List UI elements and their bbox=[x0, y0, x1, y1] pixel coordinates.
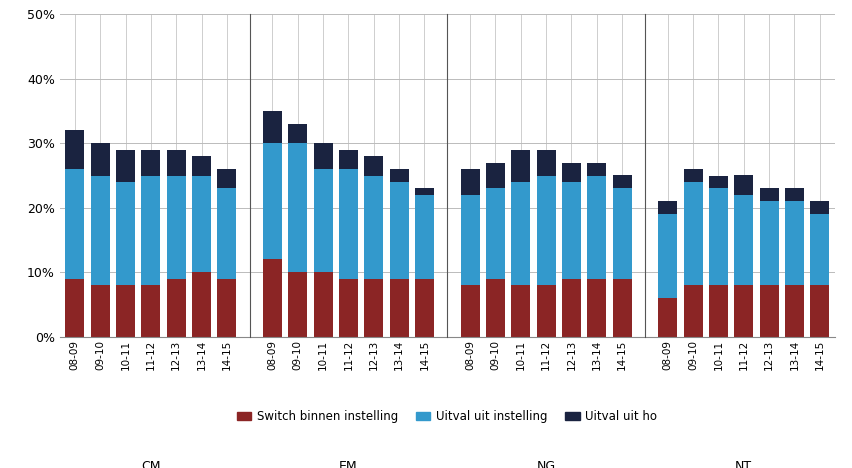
Bar bbox=[217, 279, 236, 337]
Text: NG: NG bbox=[537, 460, 556, 468]
Bar bbox=[167, 279, 186, 337]
Bar bbox=[587, 176, 607, 279]
Bar bbox=[810, 214, 829, 285]
Bar bbox=[486, 189, 505, 279]
Legend: Switch binnen instelling, Uitval uit instelling, Uitval uit ho: Switch binnen instelling, Uitval uit ins… bbox=[233, 405, 662, 428]
Bar bbox=[486, 279, 505, 337]
Bar bbox=[537, 150, 556, 176]
Bar bbox=[760, 201, 779, 285]
Bar bbox=[511, 285, 530, 337]
Bar bbox=[461, 285, 480, 337]
Bar bbox=[314, 143, 332, 169]
Bar bbox=[116, 182, 135, 285]
Bar bbox=[141, 285, 160, 337]
Bar bbox=[562, 279, 581, 337]
Bar bbox=[734, 285, 753, 337]
Bar bbox=[537, 285, 556, 337]
Bar bbox=[785, 285, 804, 337]
Bar bbox=[141, 176, 160, 285]
Bar bbox=[66, 169, 84, 279]
Bar bbox=[90, 285, 110, 337]
Bar bbox=[683, 169, 703, 182]
Bar bbox=[486, 162, 505, 189]
Text: NT: NT bbox=[735, 460, 752, 468]
Bar bbox=[263, 143, 282, 259]
Bar bbox=[365, 279, 383, 337]
Bar bbox=[365, 156, 383, 176]
Bar bbox=[461, 195, 480, 285]
Bar bbox=[314, 169, 332, 272]
Bar bbox=[90, 176, 110, 285]
Bar bbox=[263, 111, 282, 143]
Bar bbox=[389, 182, 409, 279]
Bar bbox=[709, 176, 728, 189]
Bar bbox=[760, 285, 779, 337]
Bar bbox=[587, 162, 607, 176]
Bar bbox=[141, 150, 160, 176]
Bar bbox=[810, 201, 829, 214]
Bar bbox=[415, 195, 434, 279]
Bar bbox=[537, 176, 556, 285]
Bar bbox=[659, 298, 677, 337]
Bar bbox=[90, 143, 110, 176]
Bar bbox=[734, 195, 753, 285]
Bar bbox=[415, 279, 434, 337]
Bar bbox=[192, 176, 211, 272]
Bar bbox=[659, 214, 677, 298]
Bar bbox=[613, 279, 631, 337]
Bar bbox=[339, 279, 358, 337]
Text: EM: EM bbox=[339, 460, 358, 468]
Bar bbox=[192, 272, 211, 337]
Bar bbox=[217, 189, 236, 279]
Bar bbox=[167, 176, 186, 279]
Bar bbox=[389, 169, 409, 182]
Bar bbox=[415, 189, 434, 195]
Bar bbox=[683, 182, 703, 285]
Bar bbox=[810, 285, 829, 337]
Bar bbox=[659, 201, 677, 214]
Bar bbox=[167, 150, 186, 176]
Bar bbox=[785, 201, 804, 285]
Bar bbox=[288, 124, 308, 143]
Bar bbox=[339, 169, 358, 279]
Bar bbox=[734, 176, 753, 195]
Bar bbox=[760, 189, 779, 201]
Bar bbox=[263, 259, 282, 337]
Bar bbox=[785, 189, 804, 201]
Bar bbox=[192, 156, 211, 176]
Bar bbox=[66, 279, 84, 337]
Bar bbox=[709, 189, 728, 285]
Bar bbox=[365, 176, 383, 279]
Bar bbox=[562, 162, 581, 182]
Bar bbox=[613, 176, 631, 189]
Bar bbox=[587, 279, 607, 337]
Bar bbox=[314, 272, 332, 337]
Bar bbox=[116, 150, 135, 182]
Bar bbox=[288, 143, 308, 272]
Bar bbox=[709, 285, 728, 337]
Bar bbox=[217, 169, 236, 189]
Bar bbox=[511, 182, 530, 285]
Bar bbox=[389, 279, 409, 337]
Bar bbox=[562, 182, 581, 279]
Bar bbox=[683, 285, 703, 337]
Bar bbox=[339, 150, 358, 169]
Bar bbox=[116, 285, 135, 337]
Bar bbox=[288, 272, 308, 337]
Bar bbox=[461, 169, 480, 195]
Bar bbox=[613, 189, 631, 279]
Text: CM: CM bbox=[141, 460, 161, 468]
Bar bbox=[66, 130, 84, 169]
Bar bbox=[511, 150, 530, 182]
